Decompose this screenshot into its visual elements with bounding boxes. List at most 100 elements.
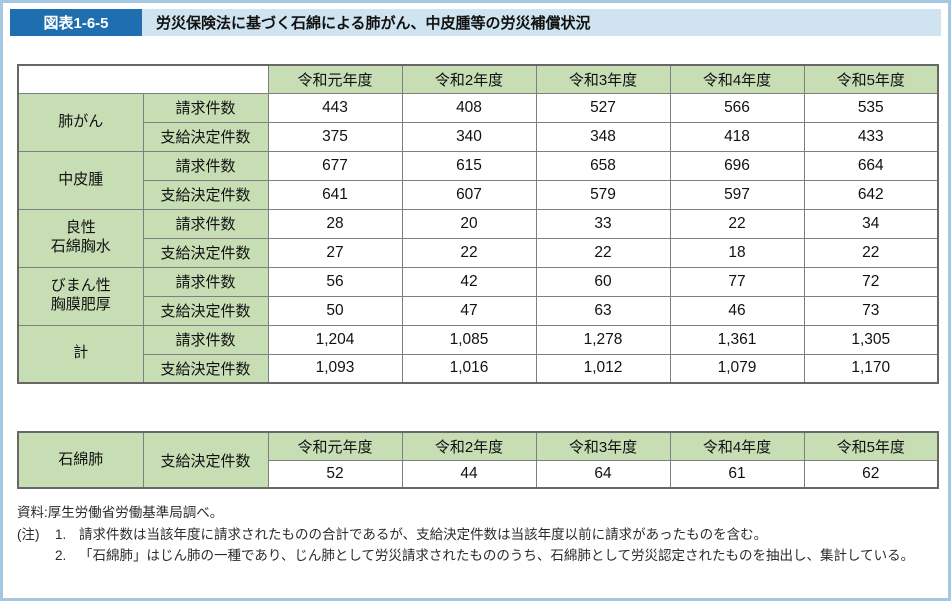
value-cell: 664 bbox=[803, 150, 939, 181]
value-cell: 443 bbox=[267, 92, 403, 123]
table-row: 支給決定件数 27 22 22 18 22 bbox=[18, 237, 939, 268]
table-row: 中皮腫 請求件数 677 615 658 696 664 bbox=[17, 150, 939, 210]
metric-cell: 請求件数 bbox=[142, 266, 269, 297]
value-cell: 72 bbox=[803, 266, 939, 297]
value-cell: 1,361 bbox=[669, 324, 805, 355]
metric-cell: 請求件数 bbox=[142, 92, 269, 123]
value-cell: 535 bbox=[803, 92, 939, 123]
note-number: 1. bbox=[55, 526, 67, 542]
footnotes: 資料:厚生労働省労働基準局調べ。 (注) 1. 請求件数は当該年度に請求されたも… bbox=[17, 504, 943, 568]
value-cell: 1,079 bbox=[669, 353, 805, 384]
value-cell: 1,085 bbox=[401, 324, 537, 355]
value-cell: 22 bbox=[401, 237, 537, 268]
value-cell: 60 bbox=[535, 266, 671, 297]
value-cell: 64 bbox=[535, 459, 671, 489]
year-header-cell: 令和4年度 bbox=[669, 431, 805, 461]
metric-cell: 支給決定件数 bbox=[142, 237, 269, 268]
category-cell: 石綿肺 bbox=[17, 431, 144, 489]
category-cell: 計 bbox=[17, 324, 144, 384]
table-row: 支給決定件数 50 47 63 46 73 bbox=[18, 295, 939, 326]
value-cell: 77 bbox=[669, 266, 805, 297]
table-row: 支給決定件数 641 607 579 597 642 bbox=[18, 179, 939, 210]
table-row: 計 請求件数 1,204 1,085 1,278 1,361 1,305 bbox=[17, 324, 939, 384]
value-cell: 46 bbox=[669, 295, 805, 326]
value-cell: 696 bbox=[669, 150, 805, 181]
note-list: 1. 請求件数は当該年度に請求されたものの合計であるが、支給決定件数は当該年度以… bbox=[55, 526, 915, 568]
note-block: (注) 1. 請求件数は当該年度に請求されたものの合計であるが、支給決定件数は当… bbox=[17, 526, 943, 568]
value-cell: 61 bbox=[669, 459, 805, 489]
value-cell: 566 bbox=[669, 92, 805, 123]
value-cell: 642 bbox=[803, 179, 939, 210]
value-cell: 28 bbox=[267, 208, 403, 239]
metric-cell: 請求件数 bbox=[142, 324, 269, 355]
metric-cell: 支給決定件数 bbox=[142, 295, 269, 326]
value-cell: 607 bbox=[401, 179, 537, 210]
year-header-cell: 令和3年度 bbox=[535, 431, 671, 461]
value-cell: 677 bbox=[267, 150, 403, 181]
value-cell: 18 bbox=[669, 237, 805, 268]
figure-number-label: 図表1-6-5 bbox=[10, 9, 142, 36]
category-cell: 中皮腫 bbox=[17, 150, 144, 210]
category-cell: びまん性 胸膜肥厚 bbox=[17, 266, 144, 326]
value-cell: 1,093 bbox=[267, 353, 403, 384]
metric-cell: 支給決定件数 bbox=[142, 431, 269, 489]
table-row: 52 44 64 61 62 bbox=[18, 459, 939, 489]
value-cell: 597 bbox=[669, 179, 805, 210]
year-header-cell: 令和3年度 bbox=[535, 64, 671, 94]
asbestosis-table: 石綿肺 支給決定件数 令和元年度 令和2年度 令和3年度 令和4年度 令和5年度… bbox=[17, 431, 939, 489]
note-number: 2. bbox=[55, 547, 67, 563]
note-item: 1. 請求件数は当該年度に請求されたものの合計であるが、支給決定件数は当該年度以… bbox=[55, 526, 915, 545]
value-cell: 22 bbox=[535, 237, 671, 268]
metric-cell: 支給決定件数 bbox=[142, 121, 269, 152]
note-label: (注) bbox=[17, 526, 40, 542]
table-row: 肺がん 請求件数 443 408 527 566 535 bbox=[17, 92, 939, 152]
value-cell: 56 bbox=[267, 266, 403, 297]
value-cell: 1,170 bbox=[803, 353, 939, 384]
value-cell: 63 bbox=[535, 295, 671, 326]
value-cell: 1,016 bbox=[401, 353, 537, 384]
metric-cell: 支給決定件数 bbox=[142, 353, 269, 384]
value-cell: 408 bbox=[401, 92, 537, 123]
note-item: 2. 「石綿肺」はじん肺の一種であり、じん肺として労災請求されたもののうち、石綿… bbox=[55, 547, 915, 566]
value-cell: 418 bbox=[669, 121, 805, 152]
value-cell: 340 bbox=[401, 121, 537, 152]
table-row: 良性 石綿胸水 請求件数 28 20 33 22 34 bbox=[17, 208, 939, 268]
category-cell: 良性 石綿胸水 bbox=[17, 208, 144, 268]
value-cell: 641 bbox=[267, 179, 403, 210]
year-header-cell: 令和4年度 bbox=[669, 64, 805, 94]
value-cell: 1,204 bbox=[267, 324, 403, 355]
year-header-cell: 令和2年度 bbox=[401, 431, 537, 461]
value-cell: 73 bbox=[803, 295, 939, 326]
value-cell: 348 bbox=[535, 121, 671, 152]
year-header-cell: 令和2年度 bbox=[401, 64, 537, 94]
value-cell: 658 bbox=[535, 150, 671, 181]
note-text: 「石綿肺」はじん肺の一種であり、じん肺として労災請求されたもののうち、石綿肺とし… bbox=[79, 547, 915, 563]
figure-title: 労災保険法に基づく石綿による肺がん、中皮腫等の労災補償状況 bbox=[142, 9, 941, 36]
value-cell: 20 bbox=[401, 208, 537, 239]
table-row: 支給決定件数 375 340 348 418 433 bbox=[18, 121, 939, 152]
note-text: 請求件数は当該年度に請求されたものの合計であるが、支給決定件数は当該年度以前に請… bbox=[79, 526, 768, 542]
value-cell: 579 bbox=[535, 179, 671, 210]
metric-cell: 支給決定件数 bbox=[142, 179, 269, 210]
value-cell: 1,278 bbox=[535, 324, 671, 355]
year-header-cell: 令和元年度 bbox=[267, 431, 403, 461]
category-cell: 肺がん bbox=[17, 92, 144, 152]
value-cell: 33 bbox=[535, 208, 671, 239]
year-header-cell: 令和5年度 bbox=[803, 64, 939, 94]
source-note: 資料:厚生労働省労働基準局調べ。 bbox=[17, 505, 224, 520]
table-header-row: 石綿肺 支給決定件数 令和元年度 令和2年度 令和3年度 令和4年度 令和5年度 bbox=[17, 431, 939, 489]
value-cell: 62 bbox=[803, 459, 939, 489]
metric-cell: 請求件数 bbox=[142, 208, 269, 239]
metric-cell: 請求件数 bbox=[142, 150, 269, 181]
value-cell: 527 bbox=[535, 92, 671, 123]
value-cell: 52 bbox=[267, 459, 403, 489]
table-row: 支給決定件数 1,093 1,016 1,012 1,079 1,170 bbox=[18, 353, 939, 384]
value-cell: 42 bbox=[401, 266, 537, 297]
value-cell: 34 bbox=[803, 208, 939, 239]
value-cell: 22 bbox=[669, 208, 805, 239]
value-cell: 47 bbox=[401, 295, 537, 326]
main-compensation-table: 令和元年度 令和2年度 令和3年度 令和4年度 令和5年度 肺がん 請求件数 4… bbox=[17, 64, 939, 384]
value-cell: 375 bbox=[267, 121, 403, 152]
value-cell: 27 bbox=[267, 237, 403, 268]
